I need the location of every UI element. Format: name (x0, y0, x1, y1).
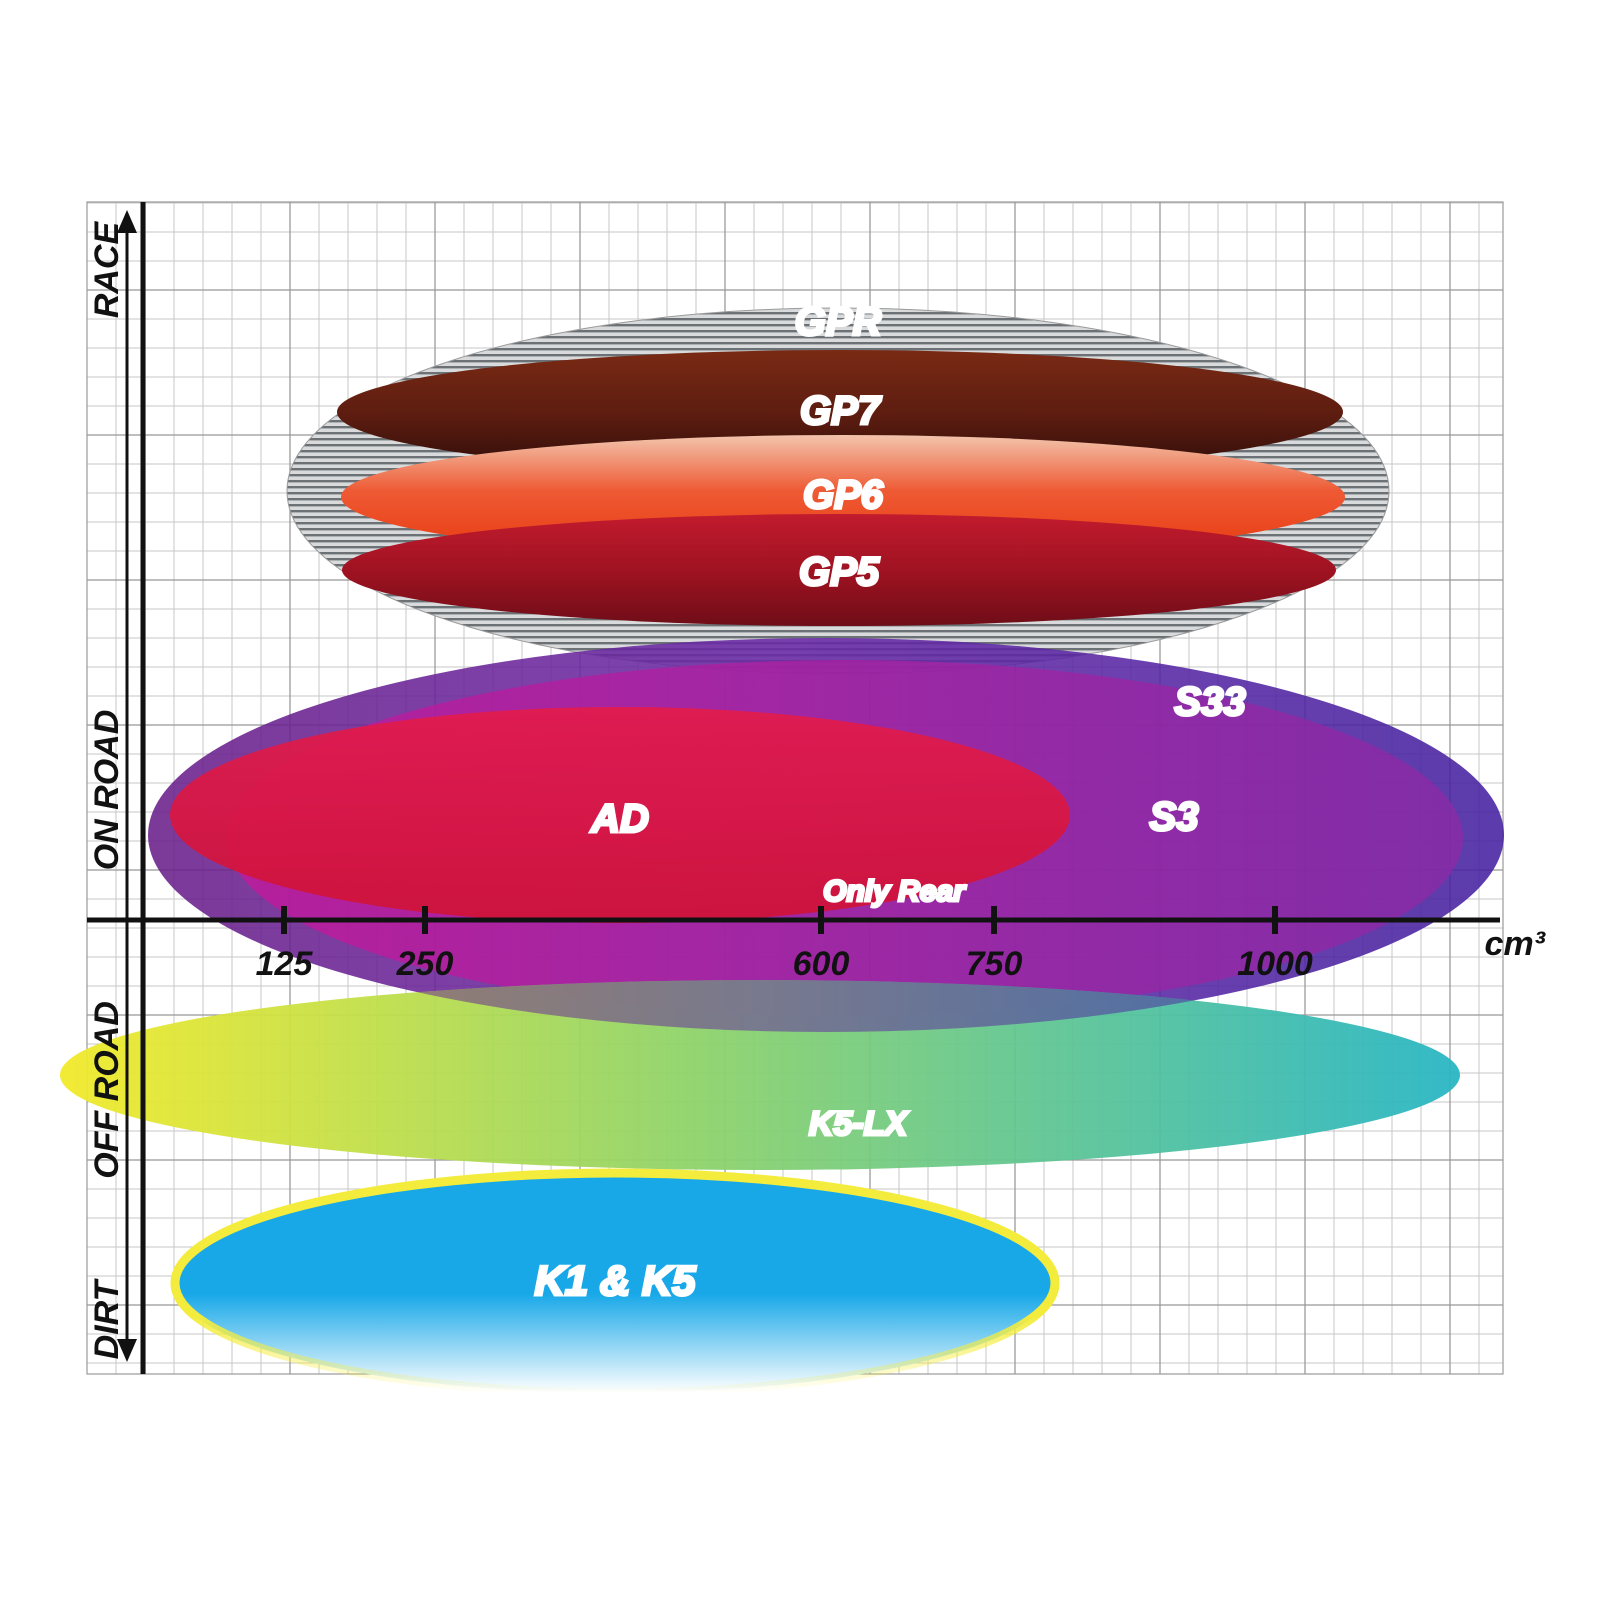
svg-text:cm³: cm³ (1485, 925, 1547, 963)
svg-text:125: 125 (256, 945, 314, 983)
svg-text:GPR: GPR (795, 300, 882, 344)
svg-text:GP5: GP5 (799, 550, 880, 594)
svg-text:600: 600 (793, 945, 850, 983)
svg-text:750: 750 (966, 945, 1023, 983)
svg-text:AD: AD (590, 797, 649, 841)
svg-text:RACE: RACE (88, 221, 126, 319)
svg-text:ON ROAD: ON ROAD (88, 710, 126, 871)
svg-text:OFF ROAD: OFF ROAD (88, 1001, 126, 1179)
svg-text:S33: S33 (1174, 680, 1245, 724)
svg-text:GP7: GP7 (800, 389, 882, 433)
svg-text:K5-LX: K5-LX (809, 1105, 910, 1143)
svg-text:S3: S3 (1150, 795, 1199, 839)
svg-text:1000: 1000 (1237, 945, 1313, 983)
svg-text:DIRT: DIRT (88, 1277, 126, 1359)
svg-text:250: 250 (396, 945, 454, 983)
svg-text:GP6: GP6 (803, 473, 884, 517)
svg-text:K1 & K5: K1 & K5 (534, 1257, 696, 1304)
svg-text:Only Rear: Only Rear (823, 875, 967, 908)
